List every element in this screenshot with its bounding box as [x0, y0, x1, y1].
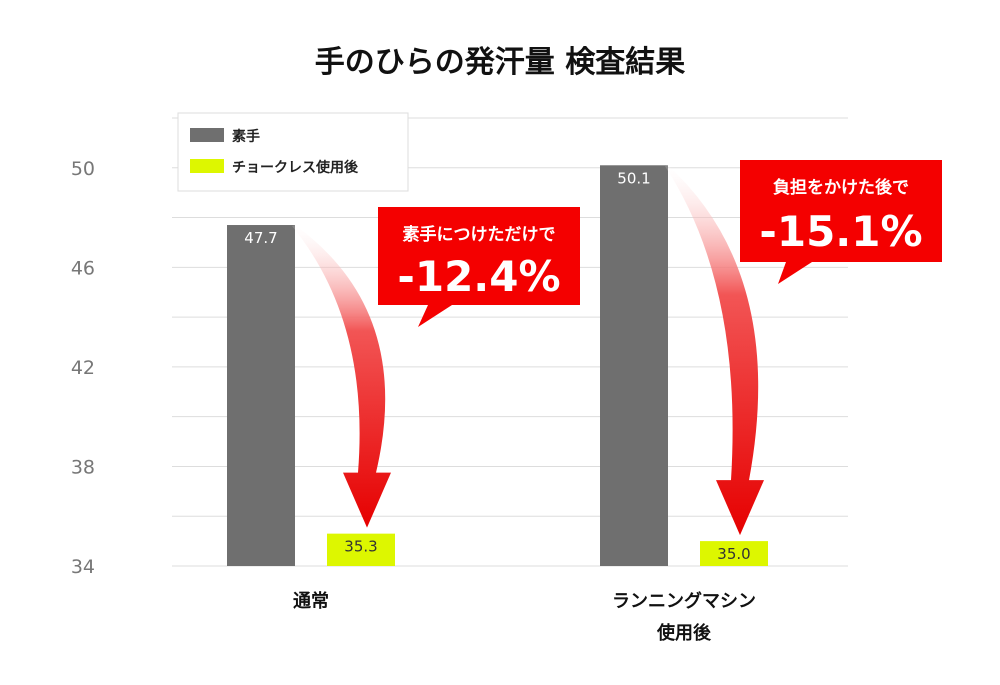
- legend-label-bare: 素手: [232, 128, 260, 145]
- callout-2-subtitle: 負担をかけた後で: [773, 177, 909, 198]
- legend-swatch-chalkless: [190, 159, 224, 173]
- callout-1-value: -12.4%: [397, 252, 560, 301]
- callout-2: 負担をかけた後で -15.1%: [740, 160, 942, 284]
- y-tick-label: 42: [71, 357, 95, 379]
- chart-title: 手のひらの発汗量 検査結果: [315, 45, 685, 80]
- y-tick-label: 34: [71, 556, 95, 578]
- decrease-arrow: [292, 225, 391, 528]
- bars: [227, 165, 768, 567]
- bar: [327, 533, 395, 566]
- y-tick-label: 46: [71, 257, 95, 279]
- callout-1-subtitle: 素手につけただけで: [403, 224, 556, 245]
- decrease-arrows: [292, 165, 764, 536]
- callout-1-box: [378, 207, 580, 327]
- bar-value-label: 47.7: [244, 229, 277, 247]
- bar-value-label: 50.1: [617, 169, 650, 187]
- y-tick-label: 38: [71, 456, 95, 478]
- legend-label-chalkless: チョークレス使用後: [232, 159, 359, 176]
- bar: [700, 541, 768, 566]
- legend-swatch-bare: [190, 128, 224, 142]
- x-category-label: 通常: [293, 590, 329, 612]
- bar: [600, 165, 668, 567]
- legend: 素手 チョークレス使用後: [177, 112, 409, 192]
- callout-2-box: [740, 160, 942, 284]
- callout-2-value: -15.1%: [759, 207, 922, 256]
- callout-1: 素手につけただけで -12.4%: [378, 207, 580, 327]
- bar-value-label: 35.0: [717, 545, 750, 563]
- bar-value-labels: 47.7 50.1 35.3 35.0: [244, 169, 750, 563]
- y-tick-label: 50: [71, 158, 95, 180]
- x-category-label: 使用後: [656, 622, 712, 644]
- decrease-arrow: [665, 165, 764, 536]
- x-category-label: ランニングマシン: [612, 590, 756, 612]
- bar: [227, 225, 295, 566]
- legend-box: [177, 112, 409, 192]
- bar-value-label: 35.3: [344, 538, 377, 556]
- y-axis-ticks: 34 38 42 46 50: [71, 158, 95, 578]
